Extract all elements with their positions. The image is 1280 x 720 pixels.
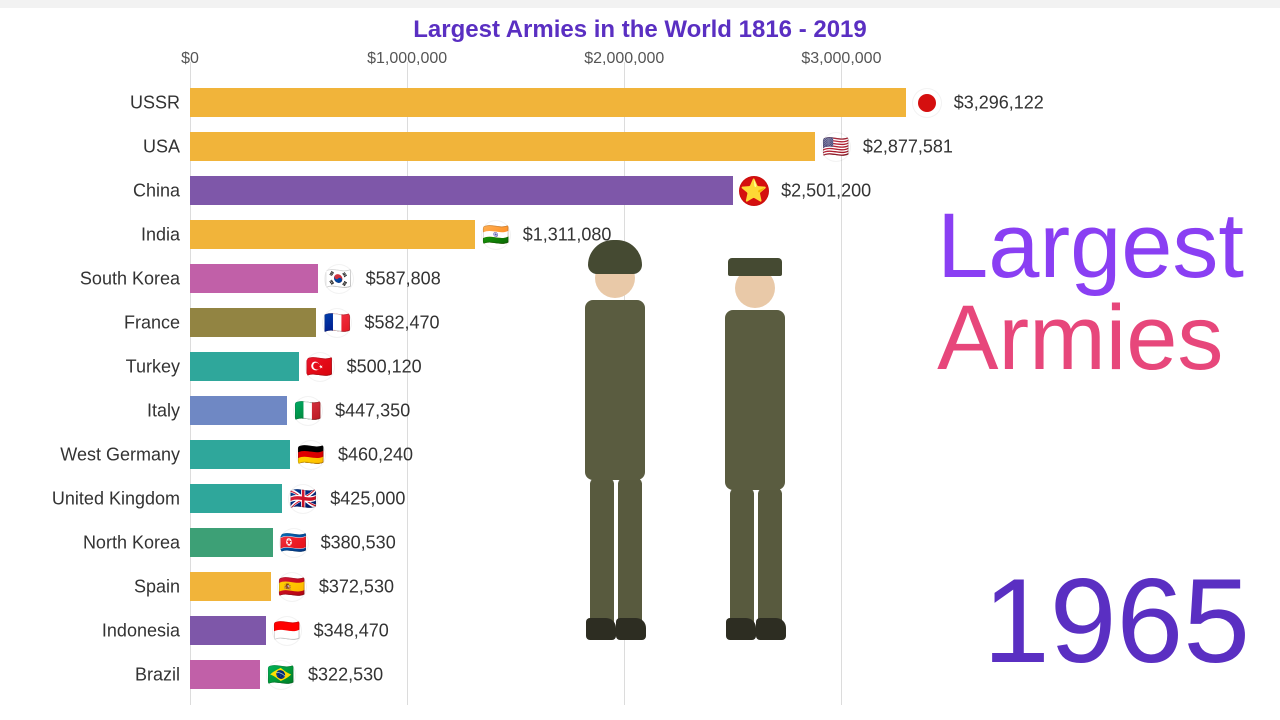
x-axis-tick-label: $1,000,000 <box>367 50 447 68</box>
category-label: Spain <box>134 576 180 597</box>
bar-row: West Germany🇩🇪$460,240 <box>190 434 950 475</box>
value-label: $2,501,200 <box>781 180 871 201</box>
chart-frame: Largest Armies in the World 1816 - 2019 … <box>0 0 1280 720</box>
flag-icon: 🇰🇵 <box>279 528 309 558</box>
bar-row: India🇮🇳$1,311,080 <box>190 214 950 255</box>
bar <box>190 396 287 425</box>
flag-icon: 🇮🇳 <box>481 220 511 250</box>
bar <box>190 660 260 689</box>
bar <box>190 352 299 381</box>
value-label: $447,350 <box>335 400 410 421</box>
flag-icon: 🇬🇧 <box>288 484 318 514</box>
bar <box>190 220 475 249</box>
chart-title: Largest Armies in the World 1816 - 2019 <box>0 16 1280 44</box>
value-label: $372,530 <box>319 576 394 597</box>
bar <box>190 484 282 513</box>
bar-row: Italy🇮🇹$447,350 <box>190 390 950 431</box>
bar-row: United Kingdom🇬🇧$425,000 <box>190 478 950 519</box>
flag-icon: 🇰🇷 <box>324 264 354 294</box>
flag-icon: 🇮🇩 <box>272 616 302 646</box>
value-label: $380,530 <box>321 532 396 553</box>
value-label: $348,470 <box>314 620 389 641</box>
bar-row: USSR$3,296,122 <box>190 82 950 123</box>
bar <box>190 264 318 293</box>
flag-icon: 🇮🇹 <box>293 396 323 426</box>
bar-row: North Korea🇰🇵$380,530 <box>190 522 950 563</box>
bar <box>190 176 733 205</box>
bar <box>190 88 906 117</box>
x-axis-tick-label: $2,000,000 <box>584 50 664 68</box>
bar <box>190 132 815 161</box>
flag-icon: 🇺🇸 <box>821 132 851 162</box>
bar-row: South Korea🇰🇷$587,808 <box>190 258 950 299</box>
category-label: France <box>124 312 180 333</box>
flag-icon <box>912 88 942 118</box>
category-label: United Kingdom <box>52 488 180 509</box>
bar-row: Brazil🇧🇷$322,530 <box>190 654 950 695</box>
flag-icon: 🇩🇪 <box>296 440 326 470</box>
bar-row: Turkey🇹🇷$500,120 <box>190 346 950 387</box>
x-axis-tick-label: $3,000,000 <box>801 50 881 68</box>
bar-row: France🇫🇷$582,470 <box>190 302 950 343</box>
category-label: China <box>133 180 180 201</box>
bar-row: Indonesia🇮🇩$348,470 <box>190 610 950 651</box>
value-label: $587,808 <box>366 268 441 289</box>
category-label: Turkey <box>126 356 180 377</box>
bar-row: USA🇺🇸$2,877,581 <box>190 126 950 167</box>
bar-row: Spain🇪🇸$372,530 <box>190 566 950 607</box>
flag-icon: 🇹🇷 <box>305 352 335 382</box>
value-label: $500,120 <box>347 356 422 377</box>
category-label: West Germany <box>60 444 180 465</box>
overlay-word-2: Armies <box>937 292 1244 384</box>
category-label: India <box>141 224 180 245</box>
bar <box>190 528 273 557</box>
bar <box>190 440 290 469</box>
flag-icon: 🇧🇷 <box>266 660 296 690</box>
category-label: Indonesia <box>102 620 180 641</box>
flag-icon: 🇪🇸 <box>277 572 307 602</box>
overlay-word-1: Largest <box>937 200 1244 292</box>
value-label: $582,470 <box>364 312 439 333</box>
category-label: North Korea <box>83 532 180 553</box>
flag-icon: 🇫🇷 <box>322 308 352 338</box>
value-label: $3,296,122 <box>954 92 1044 113</box>
bar <box>190 308 316 337</box>
bar-row: China⭐$2,501,200 <box>190 170 950 211</box>
chart-plot-area: $0$1,000,000$2,000,000$3,000,000USSR$3,2… <box>190 82 950 697</box>
category-label: South Korea <box>80 268 180 289</box>
x-axis-tick-label: $0 <box>181 50 199 68</box>
value-label: $322,530 <box>308 664 383 685</box>
category-label: Brazil <box>135 664 180 685</box>
value-label: $2,877,581 <box>863 136 953 157</box>
bar <box>190 572 271 601</box>
flag-icon: ⭐ <box>739 176 769 206</box>
window-topbar <box>0 0 1280 8</box>
category-label: Italy <box>147 400 180 421</box>
value-label: $460,240 <box>338 444 413 465</box>
year-label: 1965 <box>983 552 1250 690</box>
overlay-title: Largest Armies <box>937 200 1244 384</box>
category-label: USSR <box>130 92 180 113</box>
value-label: $1,311,080 <box>523 224 612 245</box>
bar <box>190 616 266 645</box>
category-label: USA <box>143 136 180 157</box>
value-label: $425,000 <box>330 488 405 509</box>
